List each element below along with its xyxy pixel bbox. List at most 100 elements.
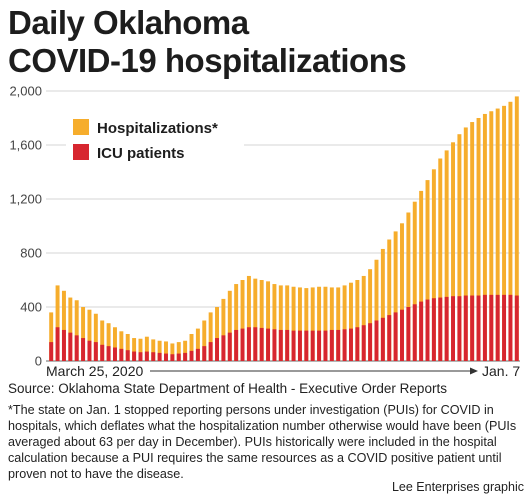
legend-background: [66, 111, 244, 167]
icu-bar: [412, 304, 417, 361]
hospitalizations-bar: [138, 338, 143, 361]
icu-bar: [240, 328, 245, 361]
hospitalizations-bar: [368, 269, 373, 361]
icu-bar: [323, 330, 328, 362]
hospitalizations-bar: [285, 285, 290, 361]
icu-bar: [74, 335, 79, 361]
hospitalizations-bar: [336, 287, 341, 361]
hospitalizations-bar: [476, 118, 481, 361]
icu-bar: [457, 296, 462, 361]
hospitalizations-bar: [55, 285, 60, 361]
icu-bar: [451, 296, 455, 361]
legend: Hospitalizations* ICU patients: [66, 111, 244, 167]
hospitalizations-bar: [151, 339, 156, 361]
credit-line: Lee Enterprises graphic: [391, 480, 524, 494]
icu-bar: [151, 352, 156, 361]
icu-bar: [419, 301, 424, 361]
chart-title-line-1: Daily Oklahoma: [8, 4, 249, 41]
icu-bar: [49, 342, 54, 361]
hospitalizations-series: [49, 96, 519, 362]
hospitalizations-bar: [412, 201, 417, 361]
hospitalizations-bar: [457, 134, 462, 361]
icu-bar: [444, 296, 449, 362]
icu-bar: [355, 327, 360, 361]
icu-bar: [304, 330, 309, 362]
x-end-label: Jan. 7: [482, 363, 520, 379]
x-start-label: March 25, 2020: [46, 363, 143, 379]
icu-bar: [208, 342, 213, 361]
icu-bar: [317, 330, 322, 362]
hospitalizations-bar: [419, 190, 424, 361]
icu-bar: [380, 317, 385, 361]
hospitalizations-bar: [259, 280, 264, 361]
icu-bar: [342, 329, 347, 361]
icu-bar: [55, 327, 60, 361]
icu-bar: [489, 294, 494, 361]
hospitalizations-bar: [355, 280, 360, 361]
hospitalizations-bar: [502, 105, 507, 361]
icu-bar: [157, 352, 162, 361]
hospitalizations-bar: [272, 284, 277, 361]
icu-bar: [259, 327, 264, 361]
y-tick-label: 1,200: [9, 192, 42, 207]
legend-swatch-icu: [73, 144, 89, 160]
hospitalizations-bar: [100, 320, 105, 361]
hospitalizations-bar: [387, 239, 392, 361]
y-tick-label: 0: [35, 354, 42, 369]
icu-bar: [278, 329, 283, 361]
icu-bar: [202, 346, 207, 361]
icu-bar: [113, 347, 117, 361]
hospitalizations-bar: [508, 101, 513, 362]
hospitalizations-bar: [113, 327, 117, 361]
icu-bar: [310, 330, 315, 362]
hospitalizations-bar: [317, 286, 322, 361]
y-tick-label: 400: [20, 300, 42, 315]
hospitalizations-bar: [119, 331, 124, 361]
hospitalizations-bar: [202, 320, 207, 361]
hospitalizations-bar: [438, 158, 443, 361]
hospitalizations-bar: [221, 298, 226, 361]
icu-bar: [425, 299, 430, 361]
x-axis-range: March 25, 2020 Jan. 7: [46, 363, 520, 379]
icu-bar: [297, 330, 302, 362]
hospitalizations-bar: [81, 307, 86, 361]
hospitalizations-bar: [431, 169, 436, 361]
y-tick-label: 800: [20, 246, 42, 261]
icu-bar: [285, 329, 290, 361]
icu-bar: [470, 295, 475, 361]
hospitalizations-bar: [463, 127, 468, 361]
hospitalizations-bar: [393, 231, 398, 361]
hospitalizations-bar: [444, 150, 449, 361]
hospitalizations-bar: [297, 287, 302, 361]
footnote: *The state on Jan. 1 stopped reporting p…: [8, 403, 517, 481]
hospitalizations-bar: [215, 307, 219, 361]
icu-bar: [106, 346, 111, 361]
icu-bar: [234, 329, 239, 361]
hospitalizations-bar: [183, 340, 188, 361]
icu-bar: [164, 353, 168, 361]
icu-bar: [176, 353, 181, 361]
icu-series: [49, 294, 519, 362]
hospitalizations-bar: [170, 343, 175, 361]
icu-bar: [431, 298, 436, 361]
source-note: Source: Oklahoma State Department of Hea…: [8, 381, 447, 396]
icu-bar: [68, 332, 73, 361]
icu-bar: [291, 330, 296, 362]
hospitalizations-bar: [106, 323, 111, 361]
hospitalizations-bar: [482, 113, 487, 361]
icu-bar: [227, 332, 232, 361]
icu-bar: [170, 354, 175, 361]
hospitalizations-bar: [349, 282, 353, 361]
hospitalizations-bar: [266, 281, 271, 361]
icu-bar: [132, 351, 137, 361]
hospitalizations-bar: [329, 287, 334, 361]
hospitalizations-bar: [68, 297, 73, 361]
hospitalizations-bar: [234, 284, 239, 361]
hospitalizations-bar: [157, 340, 162, 361]
icu-bar: [253, 327, 258, 361]
icu-bar: [495, 294, 500, 361]
hospitalizations-bar: [189, 334, 194, 361]
hospitalizations-bar: [278, 285, 283, 361]
icu-bar: [119, 348, 124, 361]
hospitalizations-bar: [374, 259, 379, 361]
